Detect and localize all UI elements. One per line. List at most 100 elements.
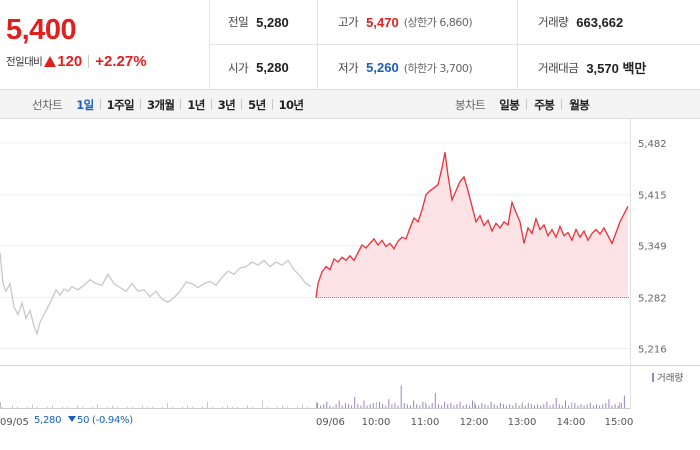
tab-3-years[interactable]: 3년 bbox=[217, 97, 236, 112]
volume-bar bbox=[92, 406, 93, 408]
change-percent: +2.27% bbox=[95, 53, 147, 70]
volume-bar bbox=[453, 405, 455, 408]
volume-bar bbox=[47, 406, 48, 408]
volume-bar bbox=[592, 405, 594, 408]
volume-bar bbox=[2, 406, 3, 408]
volume-bar bbox=[107, 406, 108, 408]
volume-bar bbox=[382, 404, 384, 408]
tab-1-year[interactable]: 1년 bbox=[187, 97, 205, 112]
volume-bar bbox=[419, 405, 421, 408]
prev-close-value: 5,280 bbox=[256, 14, 289, 30]
tab-weekly-candle[interactable]: 주봉 bbox=[534, 97, 555, 112]
candle-tabs: 봉차트 일봉 주봉 월봉 bbox=[455, 90, 590, 119]
change-row: 전일대비 120 +2.27% bbox=[6, 53, 147, 70]
volume-bar bbox=[227, 405, 228, 408]
tab-daily-candle[interactable]: 일봉 bbox=[499, 97, 520, 112]
x-tick-label: 09/05 bbox=[0, 417, 29, 428]
volume-bar bbox=[549, 405, 551, 408]
volume-bar bbox=[416, 404, 418, 408]
tab-3-months[interactable]: 3개월 bbox=[147, 97, 175, 112]
high-label: 고가 bbox=[338, 15, 359, 29]
volume-bar bbox=[422, 401, 424, 408]
tab-monthly-candle[interactable]: 월봉 bbox=[569, 97, 590, 112]
volume-bar bbox=[583, 405, 585, 408]
volume-bar bbox=[515, 403, 517, 408]
volume-bar bbox=[484, 404, 486, 408]
volume-bar bbox=[459, 401, 461, 408]
volume-bar bbox=[202, 406, 203, 408]
volume-bar bbox=[379, 401, 380, 408]
y-tick-label: 5,349 bbox=[638, 242, 667, 253]
divider bbox=[526, 99, 528, 110]
volume-bar bbox=[192, 406, 193, 408]
volume-bar bbox=[167, 403, 168, 408]
volume-bar bbox=[172, 406, 173, 408]
divider bbox=[99, 99, 101, 110]
volume-bar bbox=[596, 404, 597, 408]
prev-close-label: 전일 bbox=[228, 15, 249, 29]
divider bbox=[210, 99, 212, 110]
amount-cell: 거래대금 3,570 백만 bbox=[518, 45, 700, 90]
volume-bar bbox=[142, 405, 143, 408]
prev-day-change: 50 bbox=[77, 415, 90, 426]
volume-bar bbox=[247, 405, 248, 408]
volume-bar bbox=[117, 406, 118, 408]
volume-bar bbox=[450, 403, 452, 408]
volume-bar bbox=[97, 404, 98, 408]
tab-10-years[interactable]: 10년 bbox=[278, 97, 304, 112]
volume-bar bbox=[52, 405, 53, 408]
volume-bar bbox=[546, 401, 548, 408]
volume-bar bbox=[82, 406, 83, 408]
volume-bar bbox=[262, 400, 263, 408]
tab-1-day[interactable]: 1일 bbox=[76, 97, 94, 112]
volume-bar bbox=[366, 405, 368, 408]
volume-bar bbox=[561, 405, 563, 408]
volume-value: 663,662 bbox=[576, 14, 624, 30]
high-value: 5,470 bbox=[366, 14, 399, 30]
x-tick-label: 15:00 bbox=[605, 417, 634, 428]
volume-bar bbox=[444, 401, 446, 408]
volume-bar bbox=[552, 404, 554, 408]
volume-bar bbox=[237, 406, 238, 408]
volume-label: 거래량 bbox=[538, 15, 569, 29]
volume-bar bbox=[410, 405, 411, 408]
prev-day-change-percent: (-0.94%) bbox=[92, 415, 133, 426]
volume-legend-label: 거래량 bbox=[657, 372, 683, 384]
tab-1-week[interactable]: 1주일 bbox=[106, 97, 135, 112]
candle-tabs-title: 봉차트 bbox=[455, 97, 486, 112]
y-tick-label: 5,415 bbox=[638, 191, 667, 202]
volume-bar bbox=[277, 406, 278, 408]
x-tick-label: 13:00 bbox=[508, 417, 537, 428]
volume-bar bbox=[187, 405, 188, 408]
volume-bar bbox=[338, 400, 340, 408]
volume-bar bbox=[580, 404, 582, 408]
price-chart: 5,482 5,415 5,349 5,282 5,216 09/05 09/06 10:0… bbox=[0, 119, 700, 450]
prev-day-close: 5,280 bbox=[34, 415, 62, 426]
volume-bar bbox=[37, 406, 38, 408]
volume-bar bbox=[182, 406, 183, 408]
divider bbox=[561, 99, 563, 110]
open-cell: 시가 5,280 bbox=[210, 45, 318, 90]
volume-bar bbox=[302, 404, 303, 408]
volume-bar bbox=[67, 406, 68, 408]
volume-bar bbox=[147, 406, 148, 408]
volume-bar bbox=[385, 405, 387, 408]
volume-bar bbox=[363, 400, 365, 408]
volume-bar bbox=[222, 406, 223, 408]
triangle-up-icon bbox=[44, 56, 57, 67]
tab-5-years[interactable]: 5년 bbox=[248, 97, 266, 112]
x-tick-label: 12:00 bbox=[460, 417, 489, 428]
quote-panel: 5,400 전일대비 120 +2.27% 전일 5,280 고가 5,470 … bbox=[0, 0, 700, 90]
volume-bar bbox=[540, 405, 542, 408]
volume-bar bbox=[543, 404, 545, 408]
volume-bar bbox=[62, 406, 63, 408]
volume-bar bbox=[232, 406, 233, 408]
volume-bar bbox=[509, 404, 511, 408]
prev-day-info: 5,280 50 (-0.94%) bbox=[34, 415, 133, 426]
volume-bar bbox=[329, 405, 331, 408]
volume-bar bbox=[478, 405, 480, 408]
stats-row-2: 시가 5,280 저가 5,260 (하한가 3,700) 거래대금 3,570… bbox=[210, 45, 700, 90]
volume-bar bbox=[413, 400, 415, 408]
volume-bar bbox=[360, 405, 362, 408]
volume-bar bbox=[394, 403, 396, 408]
